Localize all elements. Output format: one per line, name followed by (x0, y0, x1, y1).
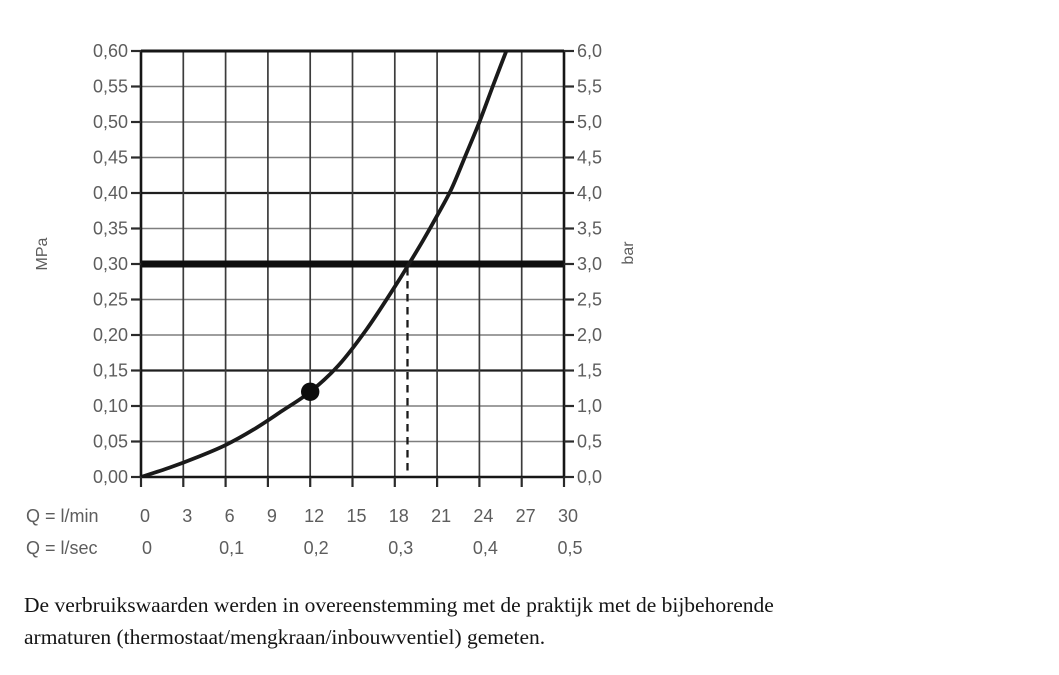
right-axis-tick-label: 3,0 (577, 254, 602, 274)
left-axis-tick-label: 0,45 (93, 148, 128, 168)
lmin-tick-label: 21 (431, 506, 451, 526)
left-axis-tick-label: 0,25 (93, 290, 128, 310)
right-axis-tick-label: 2,5 (577, 290, 602, 310)
left-axis-tick-label: 0,05 (93, 432, 128, 452)
flow-pressure-chart: 0,60 6,0 0,55 5,5 0,50 5,0 0,45 4,5 0,40 4,0 0,35 3… (26, 41, 637, 558)
footnote: De verbruikswaarden werden in overeenste… (24, 589, 1004, 653)
right-axis-tick-label: 3,5 (577, 219, 602, 239)
left-axis-tick-label: 0,60 (93, 41, 128, 61)
lmin-tick-label: 24 (473, 506, 493, 526)
left-axis-tick-label: 0,20 (93, 325, 128, 345)
right-axis-tick-label: 1,0 (577, 396, 602, 416)
flow-pressure-chart-svg: 0,60 6,00,55 5,50,50 5,00,45 4,50,40 4,00,35 3… (26, 41, 637, 558)
left-axis-tick-label: 0,35 (93, 219, 128, 239)
lmin-tick-label: 27 (516, 506, 536, 526)
lsec-tick-label: 0,2 (304, 538, 329, 558)
right-axis-tick-label: 5,5 (577, 77, 602, 97)
right-axis-tick-label: 2,0 (577, 325, 602, 345)
flow-pressure-curve (139, 50, 509, 478)
lmin-tick-label: 12 (304, 506, 324, 526)
lmin-tick-label: 3 (182, 506, 192, 526)
lsec-tick-label: 0 (142, 538, 152, 558)
lmin-tick-label: 30 (558, 506, 578, 526)
lsec-tick-label: 0,4 (473, 538, 498, 558)
lmin-tick-label: 9 (267, 506, 277, 526)
left-axis-unit-label: MPa (34, 237, 51, 270)
lsec-tick-label: 0,1 (219, 538, 244, 558)
footnote-line-1: De verbruikswaarden werden in overeenste… (24, 593, 774, 617)
right-axis-tick-label: 4,0 (577, 183, 602, 203)
right-axis-tick-label: 6,0 (577, 41, 602, 61)
lsec-tick-label: 0,3 (388, 538, 413, 558)
lmin-axis-label: Q = l/min (26, 506, 99, 526)
right-axis-tick-label: 1,5 (577, 361, 602, 381)
operating-point-marker (301, 382, 320, 401)
left-axis-tick-label: 0,50 (93, 112, 128, 132)
right-axis-tick-label: 5,0 (577, 112, 602, 132)
left-axis-tick-label: 0,30 (93, 254, 128, 274)
lsec-axis-label: Q = l/sec (26, 538, 98, 558)
pressure-highlight-band (141, 260, 564, 268)
right-axis-unit-label: bar (620, 241, 637, 265)
lmin-tick-label: 0 (140, 506, 150, 526)
left-axis-tick-label: 0,15 (93, 361, 128, 381)
left-axis-tick-label: 0,00 (93, 467, 128, 487)
right-axis-tick-label: 0,5 (577, 432, 602, 452)
lmin-tick-label: 6 (225, 506, 235, 526)
right-axis-tick-label: 0,0 (577, 467, 602, 487)
left-axis-tick-label: 0,10 (93, 396, 128, 416)
right-axis-tick-label: 4,5 (577, 148, 602, 168)
lmin-tick-label: 15 (346, 506, 366, 526)
footnote-line-2: armaturen (thermostaat/mengkraan/inbouwv… (24, 625, 546, 649)
lsec-tick-label: 0,5 (557, 538, 582, 558)
lmin-tick-label: 18 (389, 506, 409, 526)
left-axis-tick-label: 0,55 (93, 77, 128, 97)
left-axis-tick-label: 0,40 (93, 183, 128, 203)
